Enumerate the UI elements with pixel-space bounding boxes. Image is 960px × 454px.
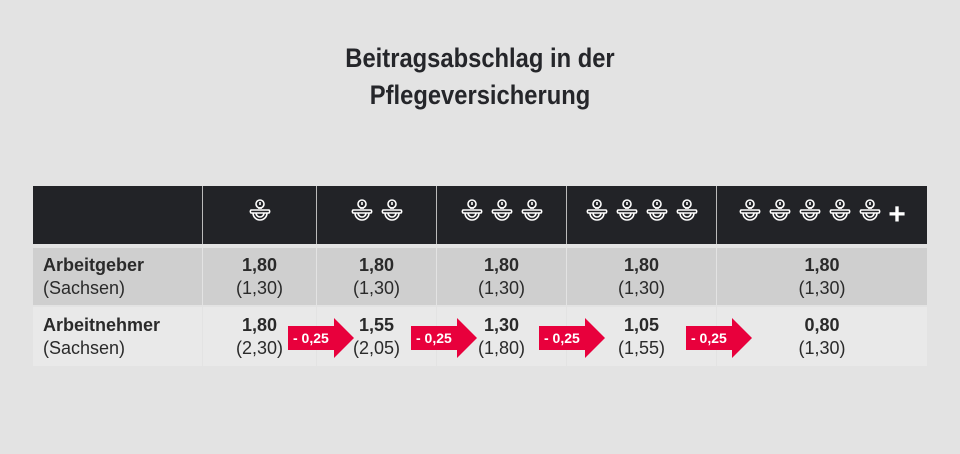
rate-sachsen: (2,30) (235, 337, 284, 358)
arrow-tip-icon (584, 318, 605, 358)
rate-value: 1,80 (623, 254, 660, 275)
value-cell: 1,80 (1,30) (566, 248, 716, 305)
arrow-tip-icon (333, 318, 354, 358)
rate-sachsen: (2,05) (352, 337, 401, 358)
header-empty-cell (33, 186, 202, 244)
row-label-cell: Arbeitgeber (Sachsen) (33, 248, 202, 305)
row-sublabel: (Sachsen) (43, 277, 126, 298)
rate-value: 1,80 (241, 314, 278, 335)
arrow-tip-icon (731, 318, 752, 358)
value-cell: 1,80 (1,30) (316, 248, 436, 305)
header-row: + (33, 186, 927, 244)
rate-sachsen: (1,30) (798, 337, 846, 358)
reduction-label: - 0,25 (686, 326, 732, 350)
rate-sachsen: (1,30) (477, 277, 526, 298)
pacifier-icon (585, 198, 609, 232)
pacifier-icon (380, 198, 404, 232)
pacifier-icon (768, 198, 792, 232)
pacifier-icon (248, 198, 272, 232)
row-label: Arbeitgeber (43, 254, 145, 275)
rate-value: 1,80 (358, 254, 395, 275)
header-cell-3-children (436, 186, 566, 244)
rate-sachsen: (1,80) (477, 337, 526, 358)
pacifier-icon (350, 198, 374, 232)
rate-sachsen: (1,30) (798, 277, 846, 298)
value-cell: 1,80 (1,30) (436, 248, 566, 305)
pacifier-icon (675, 198, 699, 232)
rate-value: 1,55 (358, 314, 395, 335)
rate-value: 1,80 (241, 254, 278, 275)
row-sublabel: (Sachsen) (43, 337, 126, 358)
rate-sachsen: (1,30) (617, 277, 666, 298)
reduction-arrow: - 0,25 (288, 318, 354, 358)
plus-icon: + (888, 198, 906, 231)
row-label: Arbeitnehmer (43, 314, 161, 335)
value-cell: 1,80 (1,30) (202, 248, 316, 305)
rate-sachsen: (1,30) (352, 277, 401, 298)
pacifier-icon (798, 198, 822, 232)
rate-value: 1,05 (623, 314, 660, 335)
table-row-arbeitgeber: Arbeitgeber (Sachsen) 1,80 (1,30) 1,80 (1,30)… (33, 248, 927, 305)
rate-value: 1,30 (483, 314, 520, 335)
reduction-arrow: - 0,25 (686, 318, 752, 358)
value-cell: 1,30 (1,80) (436, 307, 566, 366)
reduction-label: - 0,25 (288, 326, 334, 350)
header-cell-5-children: + (716, 186, 927, 244)
pacifier-icon (615, 198, 639, 232)
rate-sachsen: (1,55) (617, 337, 666, 358)
row-label-cell: Arbeitnehmer (Sachsen) (33, 307, 202, 366)
reduction-label: - 0,25 (411, 326, 457, 350)
header-cell-4-children (566, 186, 716, 244)
rate-value: 1,80 (804, 254, 840, 275)
pacifier-icon (645, 198, 669, 232)
pacifier-icon (828, 198, 852, 232)
value-cell: 1,80 (1,30) (716, 248, 927, 305)
rate-value: 0,80 (804, 314, 840, 335)
title-line-2: Pflegeversicherung (369, 80, 591, 110)
contribution-table: + Arbeitgeber (Sachsen) 1,80 (1,30) 1,80 (1,3… (33, 186, 927, 366)
pacifier-icon (858, 198, 882, 232)
page-title: Beitragsabschlag in der Pflegeversicheru… (58, 40, 903, 114)
reduction-label: - 0,25 (539, 326, 585, 350)
header-cell-2-children (316, 186, 436, 244)
pacifier-icon (490, 198, 514, 232)
table-row-arbeitnehmer: Arbeitnehmer (Sachsen) 1,80 (2,30) 1,55 (2,05… (33, 307, 927, 366)
pacifier-icon (520, 198, 544, 232)
rate-sachsen: (1,30) (235, 277, 284, 298)
pacifier-icon (738, 198, 762, 232)
title-line-1: Beitragsabschlag in der (345, 43, 615, 73)
reduction-arrow: - 0,25 (539, 318, 605, 358)
arrow-tip-icon (456, 318, 477, 358)
header-cell-1-children (202, 186, 316, 244)
rate-value: 1,80 (483, 254, 520, 275)
value-cell: 1,55 (2,05) (316, 307, 436, 366)
pacifier-icon (460, 198, 484, 232)
reduction-arrow: - 0,25 (411, 318, 477, 358)
value-cell: 1,80 (2,30) (202, 307, 316, 366)
